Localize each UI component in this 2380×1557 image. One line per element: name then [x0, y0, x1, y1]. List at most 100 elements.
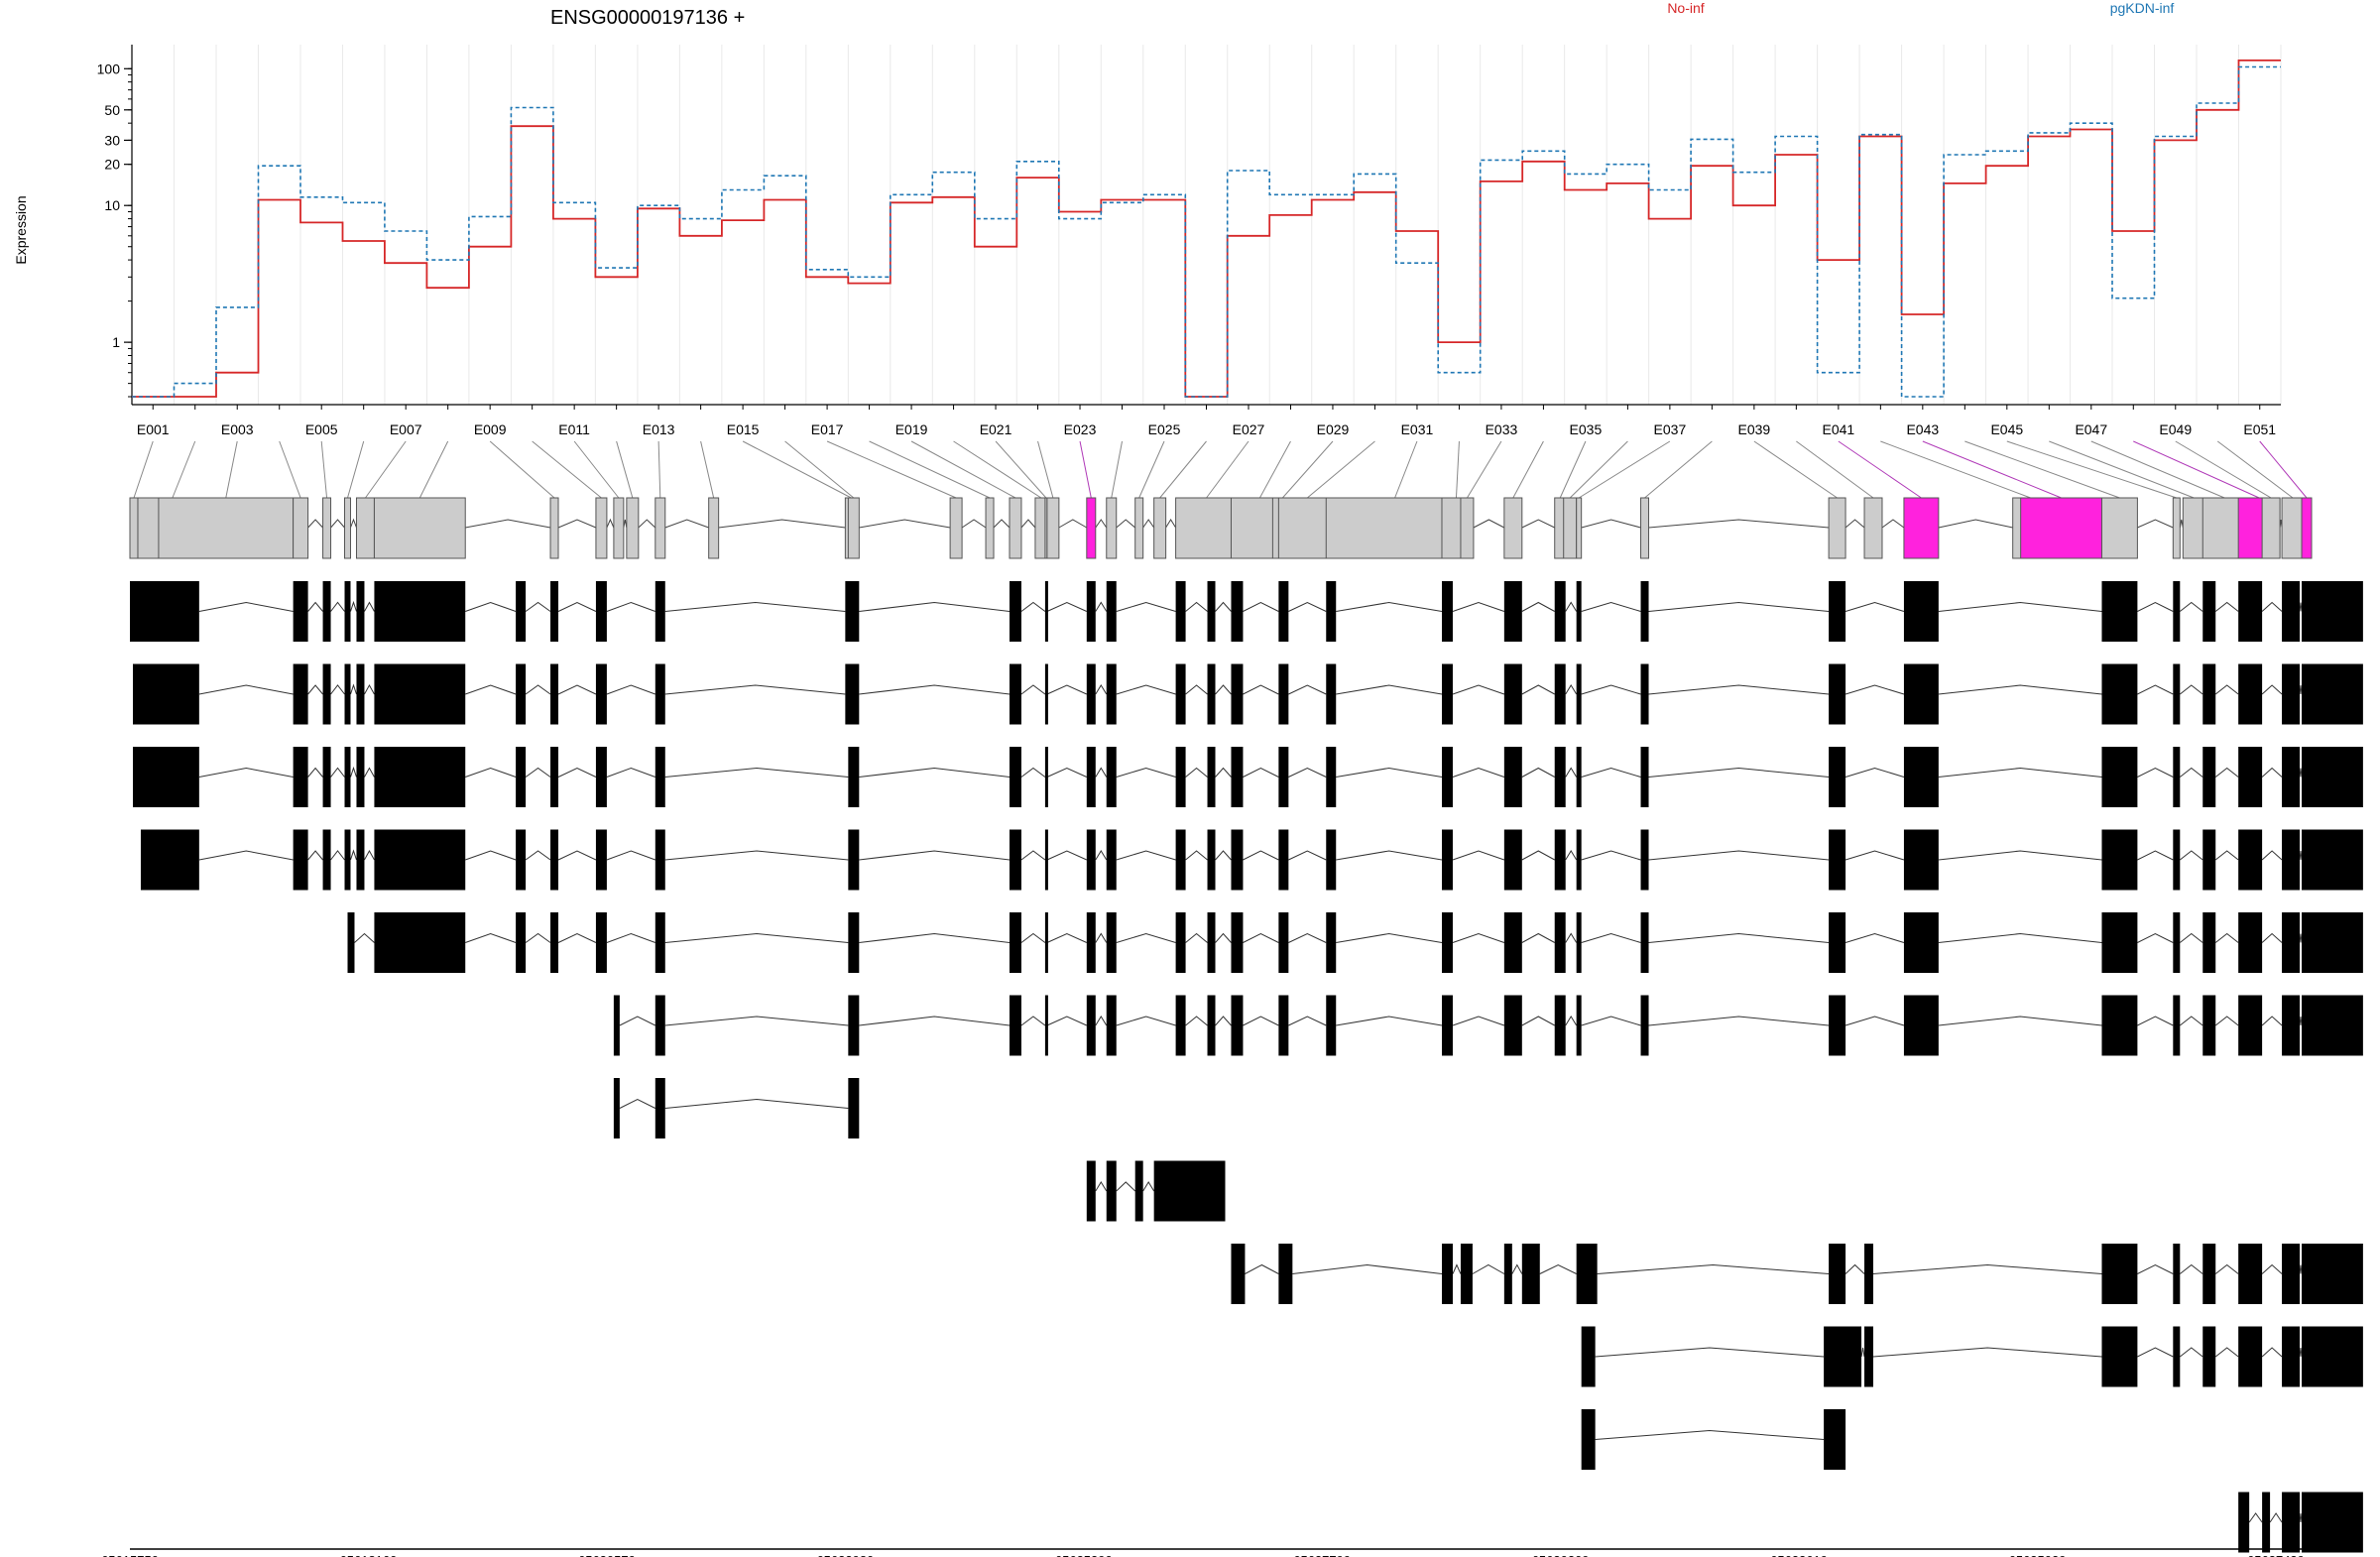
- intron-line: [198, 601, 294, 612]
- intron-line: [2179, 1263, 2203, 1274]
- transcript-exon: [1106, 829, 1117, 891]
- intron-line: [1872, 1347, 2102, 1358]
- intron-line: [307, 684, 323, 695]
- transcript-exon: [1278, 829, 1289, 891]
- y-tick-label: 20: [104, 157, 120, 173]
- transcript-exon: [2302, 663, 2363, 725]
- intron-line: [1844, 601, 1905, 612]
- transcript-exon: [1231, 1244, 1246, 1304]
- transcript-exon: [1903, 829, 1939, 891]
- transcript-row: [1086, 1160, 1226, 1222]
- exon-label: E003: [221, 421, 254, 437]
- exon-label: E015: [727, 421, 760, 437]
- transcript-exon: [1554, 912, 1566, 973]
- transcript-exon: [516, 663, 527, 725]
- transcript-exon: [374, 912, 466, 973]
- transcript-exon: [1106, 1160, 1117, 1222]
- intron-line: [198, 767, 294, 778]
- intron-line: [1872, 1263, 2102, 1274]
- transcript-exon: [2173, 663, 2181, 725]
- intron-line: [364, 683, 375, 695]
- transcript-exon: [1086, 747, 1096, 807]
- intron-line: [1243, 767, 1279, 778]
- exon-label: E043: [1906, 421, 1939, 437]
- transcript-exon: [848, 829, 860, 891]
- intron-line: [557, 601, 597, 612]
- intron-line: [993, 519, 1011, 529]
- intron-line: [1938, 932, 2102, 943]
- intron-line: [350, 766, 357, 778]
- intron-line: [465, 684, 517, 695]
- transcript-exon: [1441, 1244, 1453, 1304]
- transcript-exon: [1086, 663, 1096, 725]
- intron-line: [1095, 1016, 1108, 1026]
- intron-line: [1020, 932, 1046, 943]
- intron-line: [1452, 684, 1505, 695]
- transcript-exon: [2173, 1244, 2181, 1304]
- intron-line: [1116, 850, 1176, 861]
- transcript-exon: [1207, 747, 1216, 807]
- intron-line: [1215, 1016, 1232, 1026]
- transcript-exon: [1640, 912, 1649, 973]
- exon-connector: [1467, 440, 1502, 499]
- transcript-row: [132, 663, 2363, 725]
- transcript-exon: [2238, 747, 2263, 807]
- intron-line: [1116, 932, 1176, 943]
- intron-line: [364, 849, 375, 861]
- transcript-exon: [1207, 581, 1216, 642]
- exon-connector: [1281, 440, 1334, 499]
- intron-line: [1095, 519, 1108, 529]
- intron-line: [1521, 932, 1555, 943]
- intron-line: [1020, 601, 1046, 612]
- plot-gridlines: [131, 45, 2282, 405]
- exon-connector: [1578, 440, 1671, 499]
- intron-line: [2137, 850, 2174, 861]
- intron-line: [198, 684, 294, 695]
- transcript-exon: [1903, 747, 1939, 807]
- intron-line: [1142, 519, 1155, 529]
- transcript-exon: [1829, 1244, 1846, 1304]
- intron-line: [1938, 601, 2102, 612]
- intron-line: [1581, 519, 1641, 529]
- intron-line: [465, 519, 551, 529]
- transcript-exon: [1044, 663, 1048, 725]
- intron-line: [364, 767, 375, 778]
- transcript-exon: [1231, 581, 1244, 642]
- transcript-exon: [130, 581, 199, 642]
- transcript-exon: [1175, 829, 1186, 891]
- transcript-exon: [1829, 829, 1846, 891]
- exon-label: E047: [2075, 421, 2107, 437]
- intron-line: [619, 1016, 656, 1026]
- exon-box-e005: [322, 497, 332, 559]
- exon-connector: [1079, 440, 1092, 499]
- intron-line: [1581, 1016, 1641, 1026]
- intron-line: [2269, 1512, 2283, 1523]
- transcript-exon: [2282, 995, 2301, 1056]
- intron-line: [2261, 601, 2283, 612]
- transcript-exon: [1278, 747, 1289, 807]
- intron-line: [1243, 1016, 1279, 1026]
- intron-line: [1215, 767, 1232, 778]
- exon-connector: [1037, 440, 1054, 499]
- intron-line: [1648, 601, 1830, 612]
- intron-line: [1046, 767, 1088, 778]
- transcript-exon: [516, 747, 527, 807]
- intron-line: [1844, 519, 1865, 529]
- transcript-exon: [1326, 912, 1337, 973]
- intron-line: [330, 601, 345, 612]
- exon-connector: [1880, 440, 2031, 499]
- exon-box-e040: [1863, 497, 1883, 559]
- intron-line: [1142, 1181, 1155, 1192]
- transcript-exon: [1231, 829, 1244, 891]
- exon-connector: [2006, 440, 2177, 499]
- intron-line: [2179, 1347, 2203, 1358]
- intron-line: [1288, 767, 1327, 778]
- intron-line: [1511, 1263, 1523, 1274]
- transcript-exon: [654, 995, 665, 1056]
- transcript-exon: [2302, 747, 2363, 807]
- exon-connector: [1559, 440, 1587, 499]
- exon-label: E019: [895, 421, 928, 437]
- transcript-exon: [1576, 995, 1582, 1056]
- exon-connector: [1922, 440, 2062, 499]
